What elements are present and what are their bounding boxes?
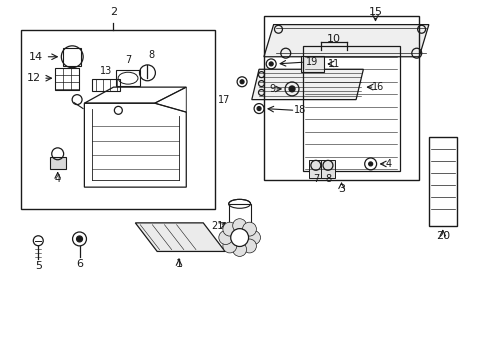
Text: 4: 4 (55, 174, 61, 184)
Circle shape (242, 222, 256, 236)
Circle shape (288, 86, 294, 92)
Text: 5: 5 (35, 261, 41, 270)
Polygon shape (135, 223, 224, 251)
Text: 4: 4 (385, 159, 391, 169)
Bar (428, 137, 456, 226)
Text: 21: 21 (211, 221, 224, 231)
Bar (228, 204, 250, 228)
Circle shape (218, 231, 232, 244)
Circle shape (232, 243, 246, 256)
Bar (92, 80, 120, 91)
Bar (264, 16, 418, 180)
Circle shape (240, 80, 244, 84)
Bar (308, 160, 322, 178)
Text: 17: 17 (218, 95, 230, 105)
Text: 15: 15 (368, 7, 382, 17)
Circle shape (77, 236, 82, 242)
Text: 2: 2 (110, 7, 117, 17)
Ellipse shape (228, 199, 250, 208)
Bar (300, 56, 324, 72)
Text: 10: 10 (326, 34, 341, 44)
Text: 7: 7 (124, 55, 131, 65)
Text: 18: 18 (294, 105, 306, 115)
Text: 1: 1 (175, 259, 182, 269)
Bar (21, 30, 215, 208)
Text: 8: 8 (324, 174, 330, 184)
Text: 16: 16 (371, 82, 383, 92)
Polygon shape (264, 24, 428, 57)
Text: 7: 7 (312, 174, 318, 184)
Circle shape (223, 222, 236, 236)
Text: 13: 13 (100, 67, 112, 76)
Circle shape (246, 231, 260, 244)
Circle shape (232, 219, 246, 233)
Text: 3: 3 (337, 184, 345, 194)
Text: 9: 9 (268, 84, 275, 94)
Bar (116, 70, 140, 86)
Text: 19: 19 (305, 57, 318, 67)
Circle shape (230, 229, 248, 247)
Bar (63, 48, 81, 66)
Text: 14: 14 (29, 52, 43, 62)
Polygon shape (251, 69, 363, 100)
Text: 12: 12 (26, 73, 41, 83)
Circle shape (242, 239, 256, 253)
Bar (320, 160, 334, 178)
Circle shape (257, 107, 261, 111)
Text: 20: 20 (435, 231, 449, 241)
Circle shape (269, 62, 273, 66)
Text: 8: 8 (148, 50, 154, 60)
Bar (50, 157, 65, 169)
Bar (55, 68, 79, 90)
Circle shape (368, 162, 372, 166)
Circle shape (223, 239, 236, 253)
Text: 6: 6 (76, 259, 83, 269)
Text: 11: 11 (327, 59, 340, 69)
